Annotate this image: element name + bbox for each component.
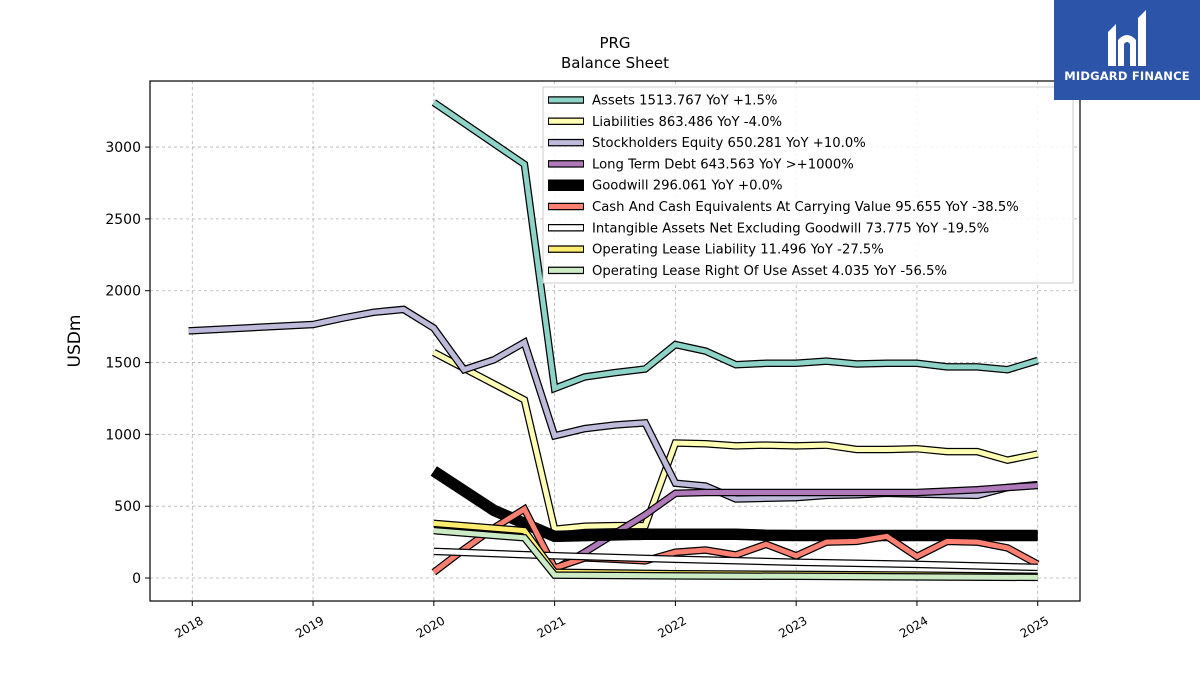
series-5-line (431, 503, 1040, 576)
legend-item-3: Long Term Debt 643.563 YoY >+1000% (548, 157, 854, 172)
legend-label: Assets 1513.767 YoY +1.5% (592, 94, 777, 109)
plot-frame (149, 80, 1081, 602)
legend-label: Long Term Debt 643.563 YoY >+1000% (592, 157, 854, 172)
legend-item-4: Goodwill 296.061 YoY +0.0% (548, 179, 783, 194)
x-tick-label: 2025 (1018, 613, 1051, 640)
series-2-path (188, 306, 1038, 502)
series-1-path (432, 350, 1039, 532)
y-tick-label: 1500 (105, 356, 141, 372)
x-tick-label: 2020 (414, 613, 447, 640)
x-tick-label: 2024 (897, 613, 930, 640)
series-0-path (432, 100, 1039, 392)
legend-label: Goodwill 296.061 YoY +0.0% (592, 179, 783, 194)
chart-subtitle: Balance Sheet (561, 54, 669, 72)
series-4-path (431, 467, 1038, 541)
legend: Assets 1513.767 YoY +1.5% Liabilities 863… (542, 86, 1074, 284)
y-tick-label: 2500 (105, 212, 141, 228)
series-2-outline (188, 305, 1039, 503)
x-tick-label: 2023 (776, 613, 809, 640)
legend-label: Operating Lease Liability 11.496 YoY -27… (592, 243, 884, 258)
series-5-path (432, 505, 1039, 575)
series-0-line (431, 99, 1039, 394)
series-1-line (432, 349, 1039, 534)
y-tick-label: 500 (114, 499, 141, 515)
x-tick-label: 2019 (293, 613, 326, 640)
y-tick-label: 1000 (105, 427, 141, 443)
legend-box (542, 86, 1074, 284)
series-2-line (188, 305, 1039, 503)
series-4-line (430, 466, 1038, 543)
chart-title: PRG (599, 34, 630, 52)
y-axis-label: USDm (65, 315, 85, 368)
series-lines (188, 99, 1040, 582)
series-3-line (552, 481, 1038, 573)
legend-item-0: Assets 1513.767 YoY +1.5% (548, 94, 777, 109)
legend-label: Stockholders Equity 650.281 YoY +10.0% (592, 136, 866, 151)
y-tick-label: 2000 (105, 284, 141, 300)
series-8-line (433, 526, 1038, 582)
legend-item-8: Operating Lease Right Of Use Asset 4.035… (548, 264, 947, 279)
brand-logo: MIDGARD FINANCE (1054, 0, 1200, 100)
brand-name: MIDGARD FINANCE (1064, 69, 1190, 83)
legend-label: Intangible Assets Net Excluding Goodwill… (592, 221, 989, 236)
series-3-path (553, 483, 1038, 572)
legend-item-6: Intangible Assets Net Excluding Goodwill… (548, 221, 989, 236)
x-tick-label: 2018 (172, 613, 205, 640)
y-tick-label: 0 (132, 571, 141, 587)
x-tick-label: 2022 (655, 613, 688, 640)
legend-item-1: Liabilities 863.486 YoY -4.0% (548, 115, 782, 130)
legend-item-5: Cash And Cash Equivalents At Carrying Va… (548, 200, 1019, 215)
legend-item-2: Stockholders Equity 650.281 YoY +10.0% (548, 136, 866, 151)
legend-item-7: Operating Lease Liability 11.496 YoY -27… (548, 243, 884, 258)
x-tick-label: 2021 (535, 613, 568, 640)
legend-label: Liabilities 863.486 YoY -4.0% (592, 115, 782, 130)
mf-logo-icon (1108, 10, 1146, 66)
y-tick-label: 3000 (105, 140, 141, 156)
legend-label: Cash And Cash Equivalents At Carrying Va… (592, 200, 1019, 215)
legend-label: Operating Lease Right Of Use Asset 4.035… (592, 264, 947, 279)
series-8-path (433, 528, 1038, 580)
